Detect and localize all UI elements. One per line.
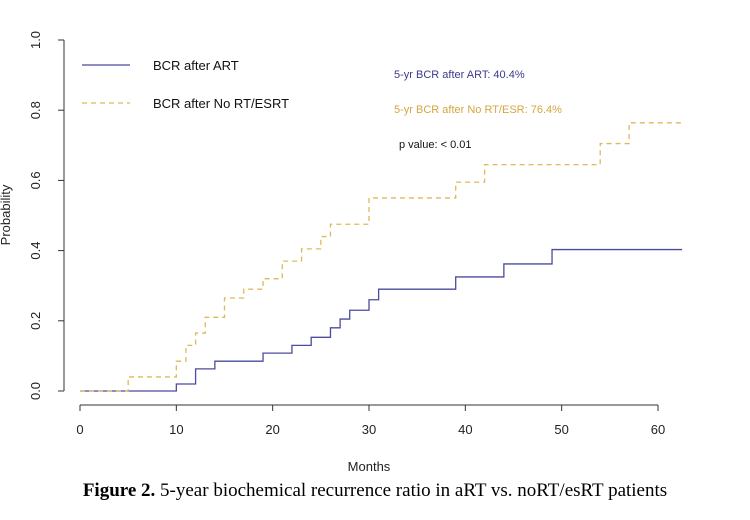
y-tick-label: 0.2 <box>28 312 43 330</box>
annotation-text: 5-yr BCR after No RT/ESR: 76.4% <box>394 104 562 116</box>
caption-label: Figure 2. <box>82 480 156 501</box>
x-tick-label: 0 <box>76 422 83 437</box>
x-tick-label: 60 <box>651 422 665 437</box>
annotation-text: p value: < 0.01 <box>399 139 471 151</box>
y-tick-label: 0.6 <box>28 171 43 189</box>
x-tick-label: 40 <box>458 422 472 437</box>
axes: 0.0 0.2 0.4 0.6 0.8 1.0 0 10 20 30 40 50 60 <box>28 31 665 437</box>
x-tick-label: 30 <box>362 422 376 437</box>
y-tick-label: 0.8 <box>28 101 43 119</box>
annotation-text: 5-yr BCR after ART: 40.4% <box>394 69 525 81</box>
caption-text: 5-year biochemical recurrence ratio in a… <box>155 480 668 501</box>
legend-label: BCR after No RT/ESRT <box>153 96 289 111</box>
legend-label: BCR after ART <box>153 58 239 73</box>
legend: BCR after ART BCR after No RT/ESRT <box>82 58 289 111</box>
y-tick-label: 0.4 <box>28 242 43 260</box>
series-layer <box>80 122 683 392</box>
x-tick-label: 50 <box>554 422 568 437</box>
y-tick-label: 1.0 <box>28 31 43 49</box>
figure-caption: Figure 2. 5-year biochemical recurrence … <box>0 480 750 502</box>
km-chart: 0.0 0.2 0.4 0.6 0.8 1.0 0 10 20 30 40 50 60 BCR afte… <box>0 31 683 474</box>
x-tick-label: 10 <box>169 422 183 437</box>
y-tick-label: 0.0 <box>28 382 43 400</box>
series-art-line <box>80 248 683 392</box>
y-axis-label: Probability <box>0 184 13 245</box>
x-tick-label: 20 <box>265 422 279 437</box>
x-axis-label: Months <box>348 459 391 474</box>
series-nort-line <box>80 122 683 392</box>
annotations: 5-yr BCR after ART: 40.4% 5-yr BCR after … <box>394 69 562 151</box>
